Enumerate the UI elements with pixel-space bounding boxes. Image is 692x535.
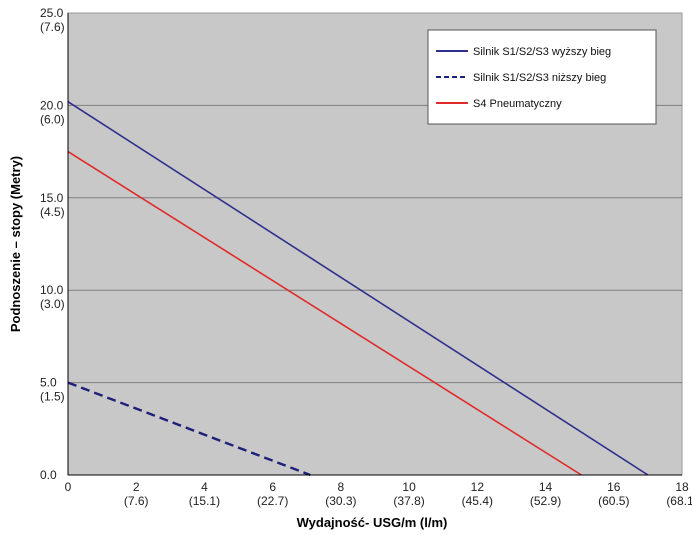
y-tick-label: 0.0 bbox=[40, 468, 57, 482]
series-line-2 bbox=[67, 381, 311, 477]
y-tick-sublabel: (4.5) bbox=[40, 205, 65, 219]
series-layer bbox=[67, 101, 649, 477]
legend: Silnik S1/S2/S3 wyższy bieg Silnik S1/S2… bbox=[427, 29, 657, 125]
x-tick-label: 16 bbox=[607, 480, 621, 494]
x-tick-sublabel: (60.5) bbox=[598, 494, 629, 508]
y-tick-sublabel: (3.0) bbox=[40, 297, 65, 311]
legend-label-series-2: Silnik S1/S2/S3 niższy bieg bbox=[473, 72, 606, 84]
legend-label-series-1: Silnik S1/S2/S3 wyższy bieg bbox=[473, 46, 611, 58]
x-tick-sublabel: (52.9) bbox=[530, 494, 561, 508]
x-tick-label: 12 bbox=[471, 480, 485, 494]
x-tick-label: 4 bbox=[201, 480, 208, 494]
series-line-3 bbox=[67, 150, 582, 476]
x-tick-label: 6 bbox=[269, 480, 276, 494]
x-tick-label: 2 bbox=[133, 480, 140, 494]
x-tick-label: 0 bbox=[65, 480, 72, 494]
y-tick-label: 15.0 bbox=[40, 191, 64, 205]
y-tick-sublabel: (7.6) bbox=[40, 20, 65, 34]
x-tick-label: 10 bbox=[402, 480, 416, 494]
y-tick-sublabel: (6.0) bbox=[40, 112, 65, 126]
grid-lines bbox=[68, 104, 682, 384]
x-tick-sublabel: (37.8) bbox=[393, 494, 424, 508]
x-tick-sublabel: (15.1) bbox=[189, 494, 220, 508]
x-tick-sublabel: (68.1) bbox=[666, 494, 692, 508]
y-tick-label: 10.0 bbox=[40, 283, 64, 297]
axes bbox=[67, 13, 682, 476]
legend-box bbox=[427, 29, 657, 125]
y-axis-title: Podnoszenie – stopy (Metry) bbox=[8, 156, 23, 332]
x-tick-sublabel: (7.6) bbox=[124, 494, 149, 508]
y-tick-label: 5.0 bbox=[40, 376, 57, 390]
series-line-1 bbox=[67, 101, 649, 476]
y-tick-sublabel: (1.5) bbox=[40, 390, 65, 404]
y-tick-label: 25.0 bbox=[40, 6, 64, 20]
x-tick-sublabel: (45.4) bbox=[462, 494, 493, 508]
legend-label-series-3: S4 Pneumatyczny bbox=[473, 98, 562, 110]
tick-labels: 0.0 5.0(1.5) 10.0(3.0) 15.0(4.5) 20.0(6.0) 25… bbox=[40, 6, 692, 508]
x-tick-label: 18 bbox=[675, 480, 689, 494]
x-tick-label: 14 bbox=[539, 480, 553, 494]
x-tick-sublabel: (22.7) bbox=[257, 494, 288, 508]
x-tick-label: 8 bbox=[338, 480, 345, 494]
x-tick-sublabel: (30.3) bbox=[325, 494, 356, 508]
x-axis-title: Wydajność- USG/m (l/m) bbox=[297, 515, 448, 530]
y-tick-label: 20.0 bbox=[40, 98, 64, 112]
